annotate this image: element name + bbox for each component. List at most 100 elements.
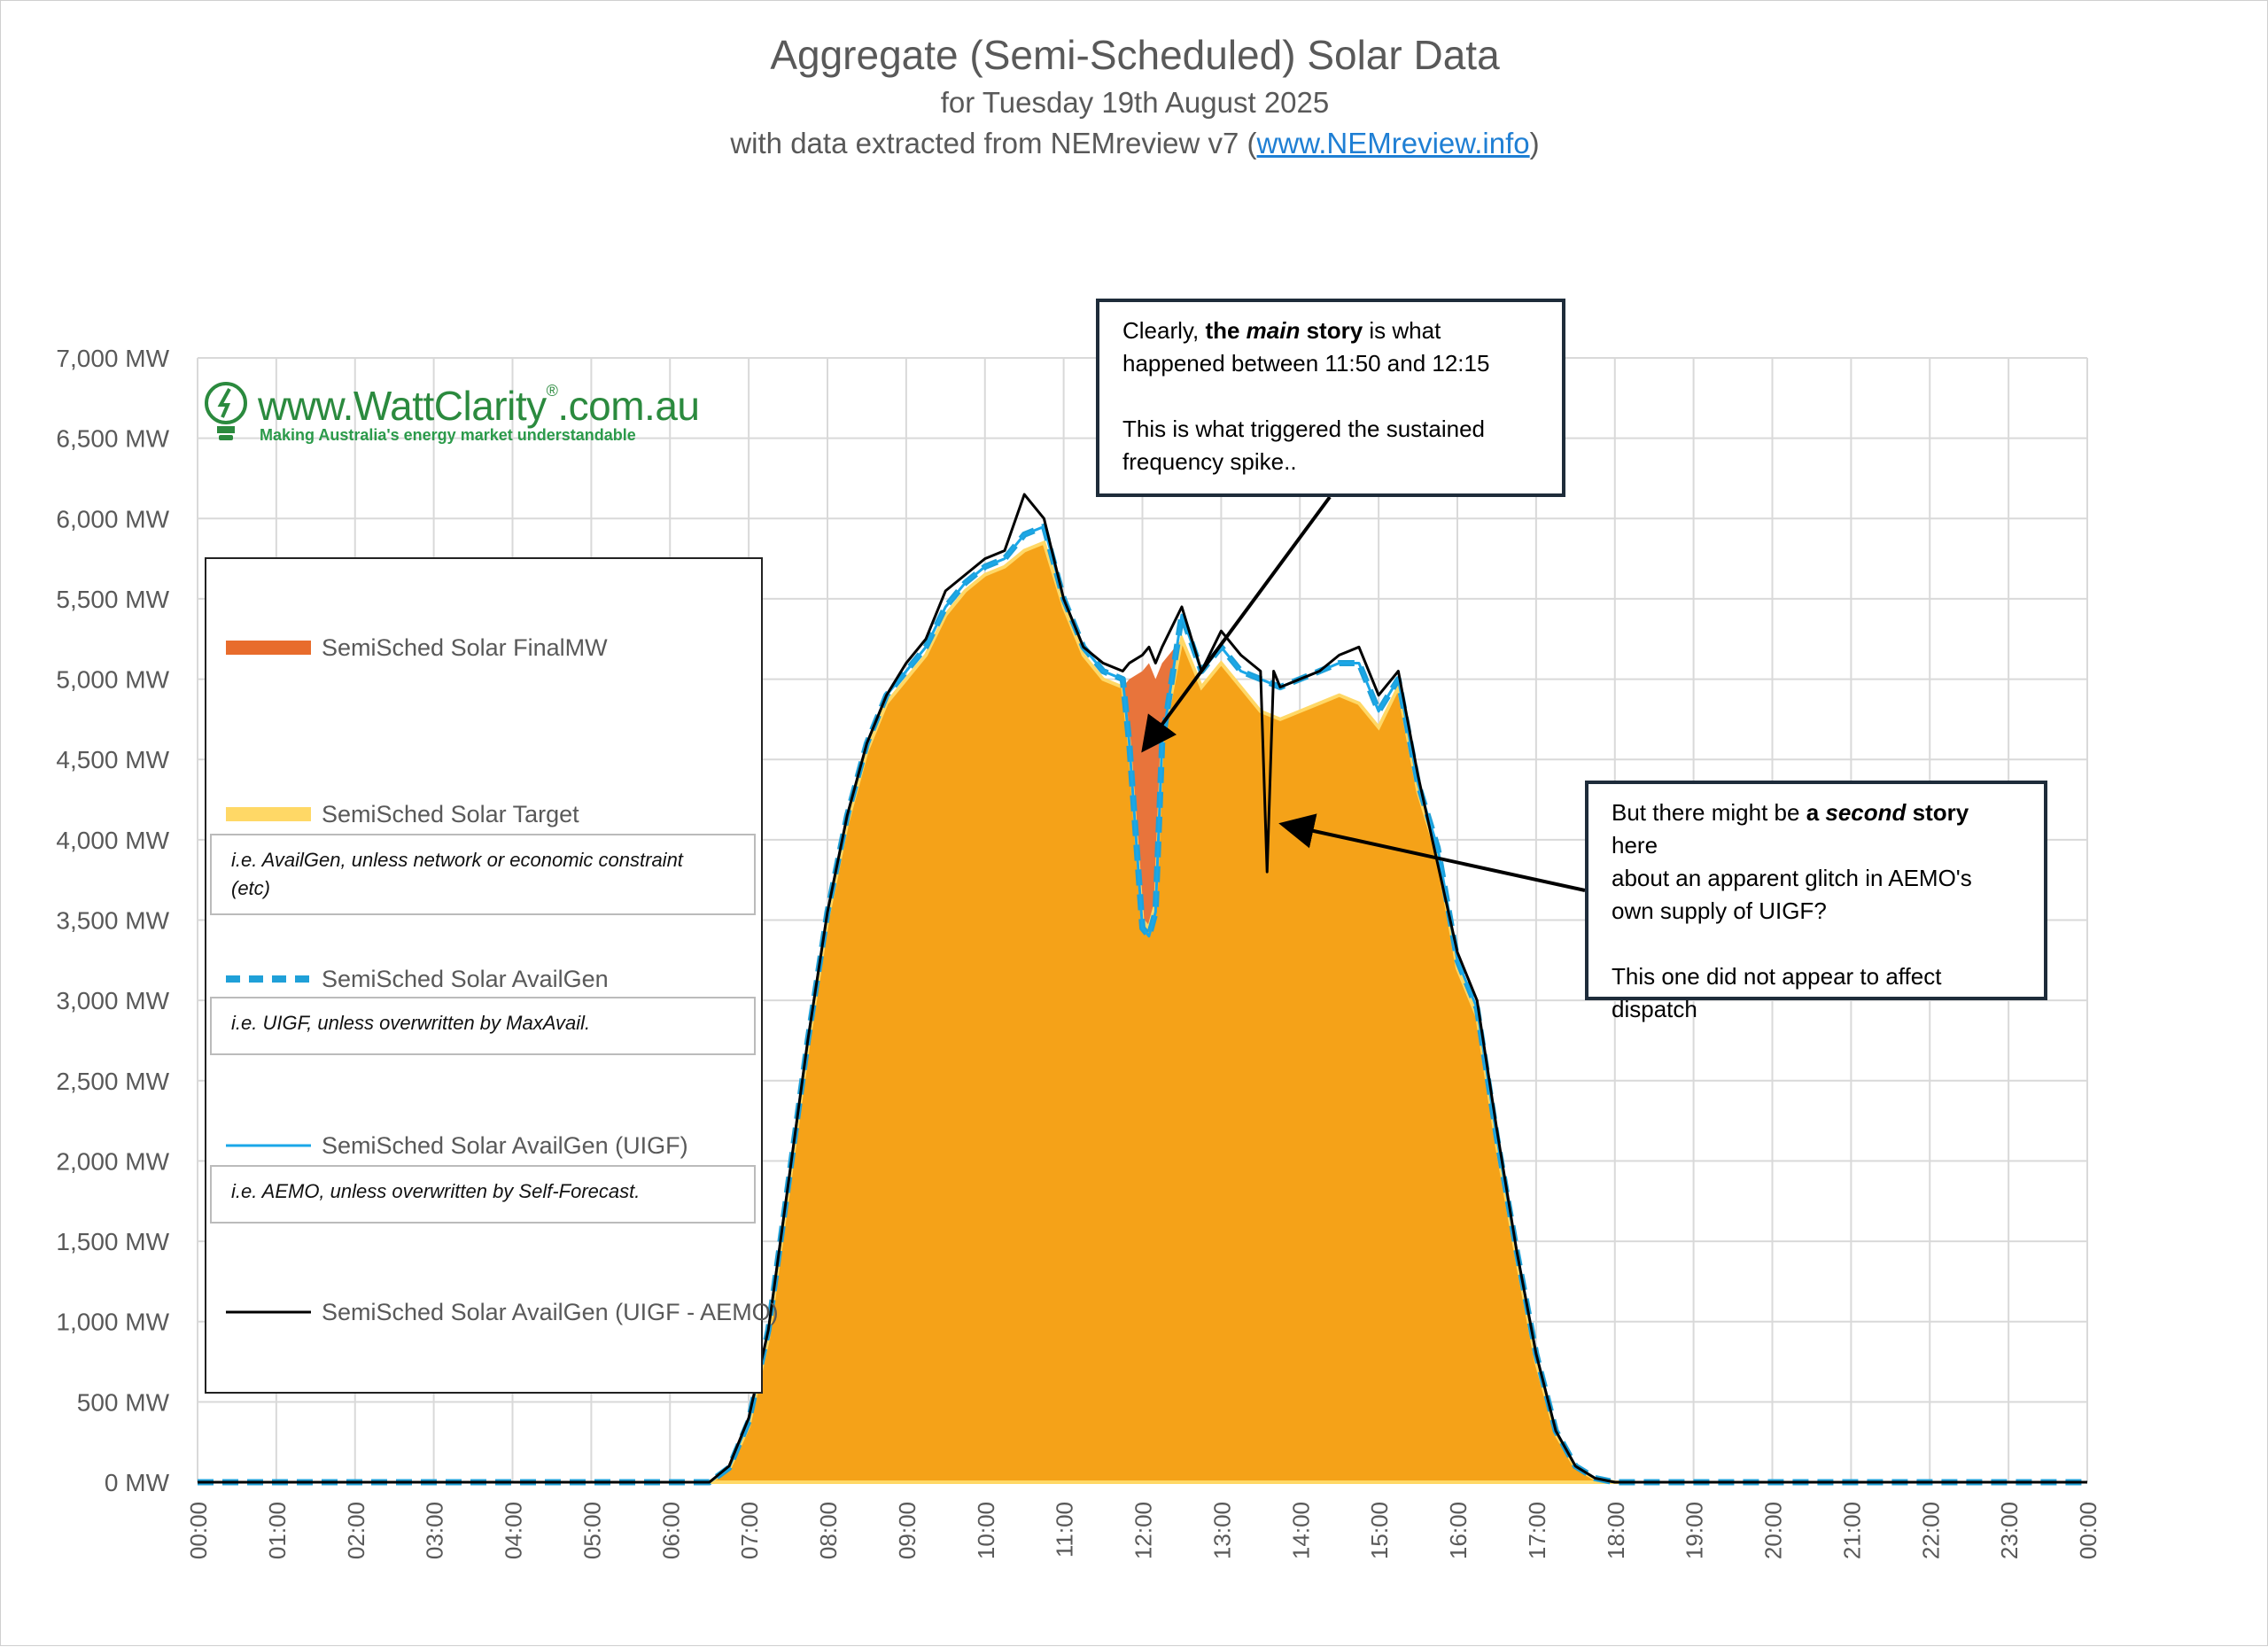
y-tick-label: 7,000 MW <box>56 345 169 372</box>
x-tick-label: 01:00 <box>264 1502 291 1559</box>
x-tick-label: 06:00 <box>657 1502 684 1559</box>
x-tick-label: 10:00 <box>973 1502 999 1559</box>
x-tick-label: 15:00 <box>1366 1502 1393 1559</box>
x-tick-label: 05:00 <box>579 1502 605 1559</box>
legend-note-uigf-line1: i.e. AEMO, unless overwritten by Self-Fo… <box>231 1180 641 1202</box>
callout-main-italic: main <box>1246 317 1301 344</box>
x-tick-label: 03:00 <box>422 1502 448 1559</box>
x-tick-label: 00:00 <box>2075 1502 2101 1559</box>
x-tick-label: 04:00 <box>501 1502 527 1559</box>
source-suffix: ) <box>1529 127 1540 159</box>
x-tick-label: 00:00 <box>185 1502 212 1559</box>
callout-second-line1: But there might be a second story here <box>1612 796 2021 862</box>
y-tick-label: 0 MW <box>105 1469 170 1496</box>
callout-second-italic: second <box>1825 799 1907 826</box>
availgen-swatch <box>226 975 311 983</box>
x-tick-label: 08:00 <box>815 1502 842 1559</box>
legend-label-uigf-aemo: SemiSched Solar AvailGen (UIGF - AEMO) <box>322 1299 779 1325</box>
logo-url-main: www.WattClarity <box>258 383 547 429</box>
x-tick-label: 12:00 <box>1130 1502 1157 1559</box>
y-tick-label: 500 MW <box>77 1388 170 1416</box>
y-tick-label: 4,500 MW <box>56 746 169 773</box>
annotation-arrows <box>1141 495 1586 892</box>
x-tick-label: 21:00 <box>1838 1502 1865 1559</box>
legend-note-target-line1: i.e. AvailGen, unless network or economi… <box>231 849 683 871</box>
uigf-swatch <box>226 1144 311 1147</box>
callout-main-bold: the <box>1205 317 1247 344</box>
callout-main-story: Clearly, the main story is what happened… <box>1096 299 1565 497</box>
x-tick-label: 13:00 <box>1208 1502 1235 1559</box>
chart-title-block: Aggregate (Semi-Scheduled) Solar Data fo… <box>1 27 2268 164</box>
y-tick-label: 3,000 MW <box>56 987 169 1014</box>
y-tick-label: 2,000 MW <box>56 1147 169 1175</box>
callout-second-pre: But there might be <box>1612 799 1806 826</box>
callout-second-line4: This one did not appear to affect <box>1612 963 1942 990</box>
line-series <box>198 493 2087 1486</box>
callout-second-line3: own supply of UIGF? <box>1612 897 1827 924</box>
x-tick-label: 11:00 <box>1052 1502 1078 1558</box>
axes: 0 MW 500 MW 1,000 MW 1,500 MW 2,000 MW 2,500 … <box>56 345 2101 1559</box>
chart-source-line: with data extracted from NEMreview v7 (w… <box>1 123 2268 164</box>
x-tick-label: 16:00 <box>1445 1502 1472 1559</box>
callout-main-post: is what <box>1363 317 1441 344</box>
source-prefix: with data extracted from NEMreview v7 ( <box>730 127 1257 159</box>
callout-main-line1: Clearly, the main story is what <box>1122 315 1539 347</box>
target-swatch <box>226 807 311 821</box>
x-tick-label: 19:00 <box>1682 1502 1708 1559</box>
logo-url: www.WattClarity®.com.au <box>258 382 700 430</box>
logo-url-suffix: .com.au <box>557 383 700 429</box>
chart-legend: SemiSched Solar FinalMW SemiSched Solar … <box>205 557 779 1394</box>
legend-note-availgen-line1: i.e. UIGF, unless overwritten by MaxAvai… <box>231 1012 591 1034</box>
lightbulb-icon <box>205 382 247 440</box>
x-tick-label: 02:00 <box>343 1502 369 1559</box>
x-tick-label: 09:00 <box>894 1502 920 1559</box>
y-tick-label: 6,500 MW <box>56 425 169 453</box>
callout-second-story: But there might be a second story here a… <box>1585 781 2047 1022</box>
nemreview-link[interactable]: www.NEMreview.info <box>1256 127 1530 159</box>
arrow-main-story <box>1141 495 1332 753</box>
legend-note-target: i.e. AvailGen, unless network or economi… <box>210 834 756 915</box>
legend-label-availgen: SemiSched Solar AvailGen <box>322 966 609 992</box>
y-tick-label: 1,500 MW <box>56 1228 169 1255</box>
x-tick-label: 14:00 <box>1287 1502 1314 1559</box>
callout-main-line2: happened between 11:50 and 12:15 <box>1122 350 1490 377</box>
uigf-aemo-swatch <box>226 1310 311 1314</box>
y-tick-label: 6,000 MW <box>56 505 169 532</box>
chart-subtitle: for Tuesday 19th August 2025 <box>940 86 1330 119</box>
finalmw-swatch <box>226 641 311 655</box>
y-tick-label: 1,000 MW <box>56 1309 169 1336</box>
legend-note-availgen: i.e. UIGF, unless overwritten by MaxAvai… <box>210 997 756 1055</box>
legend-label-uigf: SemiSched Solar AvailGen (UIGF) <box>322 1132 688 1159</box>
x-tick-label: 17:00 <box>1524 1502 1550 1559</box>
callout-main-bold2: story <box>1300 317 1363 344</box>
x-tick-label: 20:00 <box>1760 1502 1787 1559</box>
y-tick-label: 5,500 MW <box>56 586 169 613</box>
target-area <box>709 542 1635 1483</box>
logo-tagline: Making Australia's energy market underst… <box>260 426 636 444</box>
legend-note-target-line2: (etc) <box>231 877 270 899</box>
wattclarity-logo: www.WattClarity®.com.au Making Australia… <box>203 377 700 447</box>
callout-second-post: here <box>1612 832 1658 858</box>
area-series <box>703 540 1635 1484</box>
x-tick-label: 18:00 <box>1603 1502 1629 1559</box>
callout-main-line4: frequency spike.. <box>1122 448 1297 475</box>
x-tick-label: 07:00 <box>736 1502 763 1559</box>
chart-title: Aggregate (Semi-Scheduled) Solar Data <box>770 32 1500 78</box>
callout-second-bold2: story <box>1906 799 1969 826</box>
y-tick-label: 3,500 MW <box>56 907 169 935</box>
callout-second-line2: about an apparent glitch in AEMO's <box>1612 865 1972 891</box>
y-tick-label: 2,500 MW <box>56 1068 169 1095</box>
x-tick-label: 23:00 <box>1996 1502 2023 1559</box>
legend-note-uigf: i.e. AEMO, unless overwritten by Self-Fo… <box>210 1165 756 1224</box>
callout-second-bold: a <box>1806 799 1826 826</box>
uigf-aemo-line <box>198 493 2087 1484</box>
y-tick-label: 4,000 MW <box>56 827 169 854</box>
legend-label-target: SemiSched Solar Target <box>322 801 579 827</box>
callout-main-line3: This is what triggered the sustained <box>1122 416 1485 442</box>
callout-second-line5: dispatch <box>1612 996 1697 1022</box>
x-tick-label: 22:00 <box>1917 1502 1944 1559</box>
logo-registered: ® <box>546 382 558 400</box>
y-tick-label: 5,000 MW <box>56 666 169 694</box>
legend-label-finalmw: SemiSched Solar FinalMW <box>322 634 608 661</box>
